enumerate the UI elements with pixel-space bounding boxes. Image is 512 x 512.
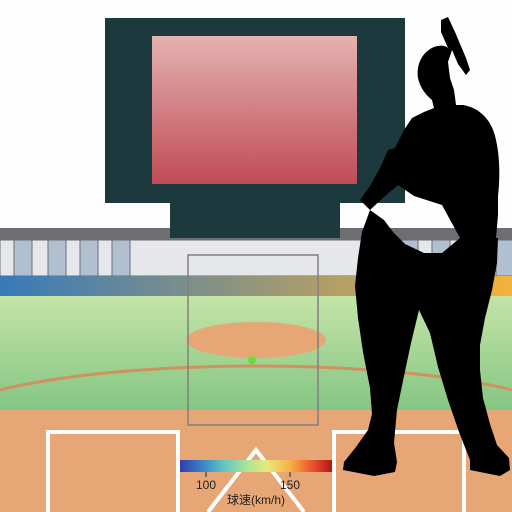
pitch-dot (248, 356, 256, 364)
pitch-location-chart: 100 150球速(km/h) (0, 0, 512, 512)
legend-tick-label: 150 (280, 478, 300, 492)
scoreboard-panel (152, 36, 357, 184)
stand-pillar (48, 240, 66, 276)
scoreboard-neck (170, 203, 340, 238)
legend-axis-label: 球速(km/h) (227, 493, 285, 507)
speed-legend-bar (180, 460, 332, 472)
stand-pillar (496, 240, 512, 276)
pitchers-mound (186, 322, 326, 358)
stand-pillar (14, 240, 32, 276)
stand-pillar (80, 240, 98, 276)
stand-pillar (112, 240, 130, 276)
legend-tick-label: 100 (196, 478, 216, 492)
